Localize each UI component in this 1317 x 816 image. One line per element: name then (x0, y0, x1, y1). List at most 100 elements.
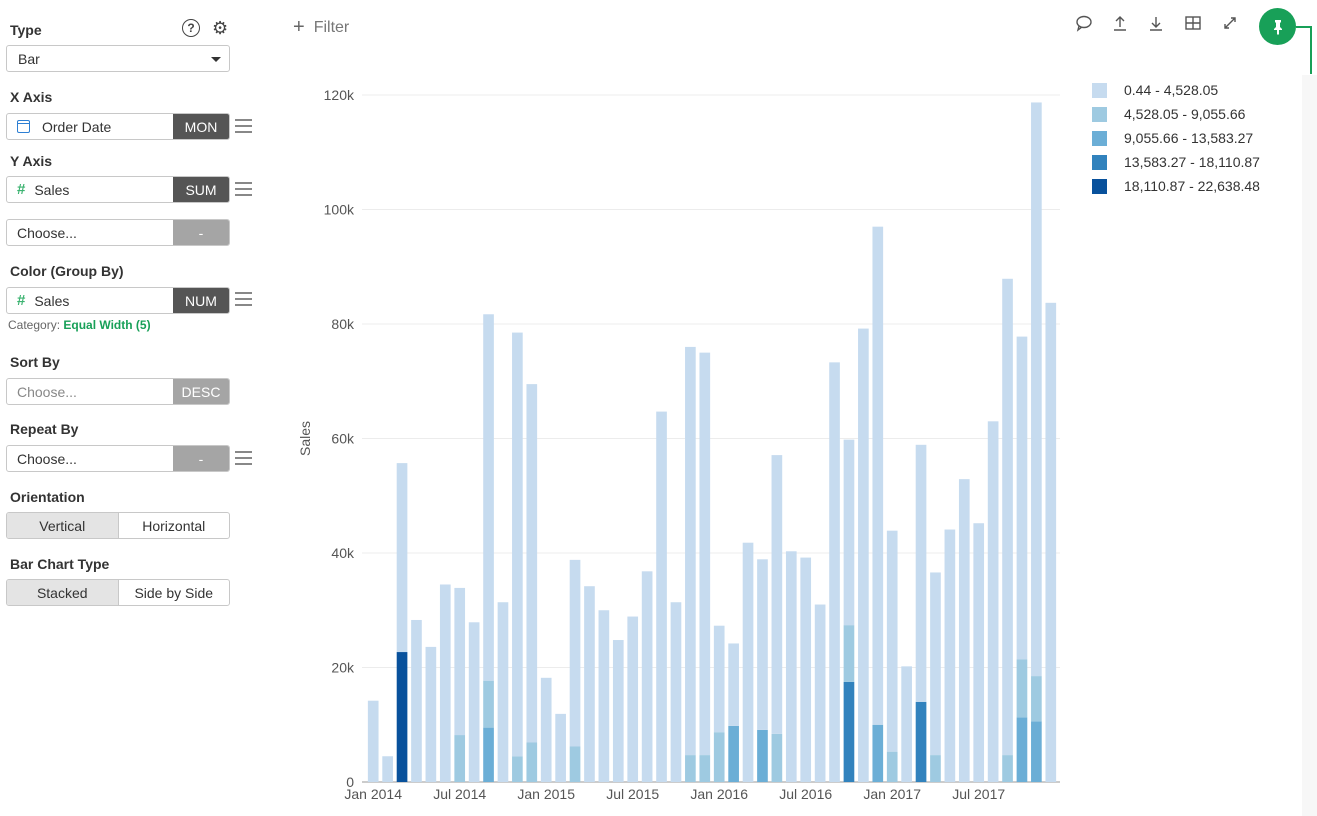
bar-segment[interactable] (829, 362, 840, 782)
bar-segment[interactable] (685, 755, 696, 782)
bar-segment[interactable] (439, 584, 451, 782)
bar-segment[interactable] (742, 542, 754, 782)
bar-segment[interactable] (454, 735, 466, 782)
orientation-vertical-button[interactable]: Vertical (7, 513, 119, 538)
bar-segment[interactable] (396, 463, 408, 653)
bar-segment[interactable] (915, 701, 927, 782)
bar-segment[interactable] (411, 619, 422, 782)
bar-segment[interactable] (367, 700, 379, 782)
bar-segment[interactable] (598, 610, 610, 782)
bar-segment[interactable] (483, 680, 494, 728)
repeat-field[interactable]: Choose... - (6, 445, 230, 472)
bar-segment[interactable] (843, 625, 855, 682)
y-axis-second-field[interactable]: Choose... - (6, 219, 230, 246)
help-icon[interactable]: ? (182, 19, 200, 37)
x-axis-field[interactable]: Order Date MON (6, 113, 230, 140)
bar-segment[interactable] (771, 455, 783, 734)
bar-segment[interactable] (685, 346, 696, 756)
category-link[interactable]: Equal Width (5) (63, 318, 151, 332)
bar-segment[interactable] (1031, 676, 1042, 722)
bar-segment[interactable] (958, 479, 970, 782)
repeat-agg-button[interactable]: - (173, 446, 229, 471)
bar-segment[interactable] (641, 571, 653, 782)
color-agg-button[interactable]: NUM (173, 288, 229, 313)
bar-segment[interactable] (987, 421, 999, 782)
bar-segment[interactable] (540, 677, 552, 782)
bar-segment[interactable] (858, 328, 869, 782)
bar-segment[interactable] (1002, 278, 1013, 756)
bar-segment[interactable] (382, 756, 393, 782)
bar-segment[interactable] (699, 755, 711, 782)
bar-segment[interactable] (699, 352, 711, 756)
bar-segment[interactable] (1016, 717, 1028, 782)
bar-segment[interactable] (944, 529, 956, 782)
bar-segment[interactable] (526, 384, 538, 743)
bar-segment[interactable] (771, 733, 783, 782)
gear-icon[interactable]: ⚙ (212, 18, 229, 38)
legend-item[interactable]: 18,110.87 - 22,638.48 (1092, 174, 1260, 198)
bar-segment[interactable] (526, 742, 538, 782)
bar-segment[interactable] (785, 551, 797, 782)
bar-segment[interactable] (872, 724, 884, 782)
bar-segment[interactable] (713, 732, 725, 782)
bar-segment[interactable] (569, 746, 581, 782)
x-axis-menu-icon[interactable] (235, 119, 252, 133)
orientation-horizontal-button[interactable]: Horizontal (142, 517, 206, 534)
bar-segment[interactable] (843, 681, 855, 782)
bar-segment[interactable] (728, 725, 739, 782)
bar-segment[interactable] (886, 530, 898, 752)
x-axis-agg-button[interactable]: MON (173, 114, 229, 139)
bar-segment[interactable] (814, 604, 826, 782)
bar-segment[interactable] (843, 439, 855, 626)
y-axis-menu-icon[interactable] (235, 182, 252, 196)
bar-segment[interactable] (1002, 755, 1013, 782)
sort-field[interactable]: Choose... DESC (6, 378, 230, 405)
bar-segment[interactable] (569, 559, 581, 747)
legend-item[interactable]: 13,583.27 - 18,110.87 (1092, 150, 1260, 174)
bar-segment[interactable] (612, 640, 624, 782)
bar-segment[interactable] (1016, 659, 1028, 718)
expand-icon[interactable] (1219, 14, 1241, 37)
bar-segment[interactable] (497, 602, 509, 782)
bar-type-stacked-button[interactable]: Stacked (7, 580, 119, 605)
bar-segment[interactable] (930, 572, 941, 756)
bar-segment[interactable] (1031, 721, 1042, 782)
bar-segment[interactable] (872, 226, 884, 725)
bar-segment[interactable] (670, 602, 682, 782)
bar-segment[interactable] (757, 729, 768, 782)
bar-type-side-by-side-button[interactable]: Side by Side (134, 584, 214, 601)
bar-segment[interactable] (584, 586, 595, 782)
legend-item[interactable]: 0.44 - 4,528.05 (1092, 78, 1260, 102)
bar-segment[interactable] (512, 756, 523, 782)
bar-segment[interactable] (627, 616, 639, 782)
bar-segment[interactable] (973, 523, 985, 782)
bar-segment[interactable] (555, 713, 566, 782)
bar-segment[interactable] (425, 646, 437, 782)
color-menu-icon[interactable] (235, 292, 252, 306)
chart-type-select[interactable]: Bar (6, 45, 230, 72)
bar-segment[interactable] (396, 652, 408, 782)
download-icon[interactable] (1145, 14, 1167, 37)
bar-segment[interactable] (713, 625, 725, 733)
bar-segment[interactable] (930, 755, 941, 782)
bar-segment[interactable] (1016, 336, 1028, 660)
bar-segment[interactable] (800, 557, 812, 782)
sort-order-button[interactable]: DESC (173, 379, 229, 404)
bar-segment[interactable] (468, 622, 480, 782)
y-axis-agg-button[interactable]: SUM (173, 177, 229, 202)
bar-segment[interactable] (1031, 102, 1042, 677)
y-axis-field[interactable]: # Sales SUM (6, 176, 230, 203)
bar-segment[interactable] (656, 411, 667, 782)
bar-segment[interactable] (915, 444, 927, 702)
bar-segment[interactable] (483, 314, 494, 681)
filter-button[interactable]: + Filter (293, 16, 349, 39)
bar-segment[interactable] (901, 666, 912, 782)
bar-segment[interactable] (483, 727, 494, 782)
bar-segment[interactable] (1045, 302, 1057, 782)
legend-item[interactable]: 9,055.66 - 13,583.27 (1092, 126, 1260, 150)
repeat-menu-icon[interactable] (235, 451, 252, 465)
bar-segment[interactable] (757, 559, 768, 730)
bar-segment[interactable] (454, 587, 466, 736)
table-icon[interactable] (1182, 14, 1204, 37)
comment-icon[interactable] (1073, 14, 1095, 37)
